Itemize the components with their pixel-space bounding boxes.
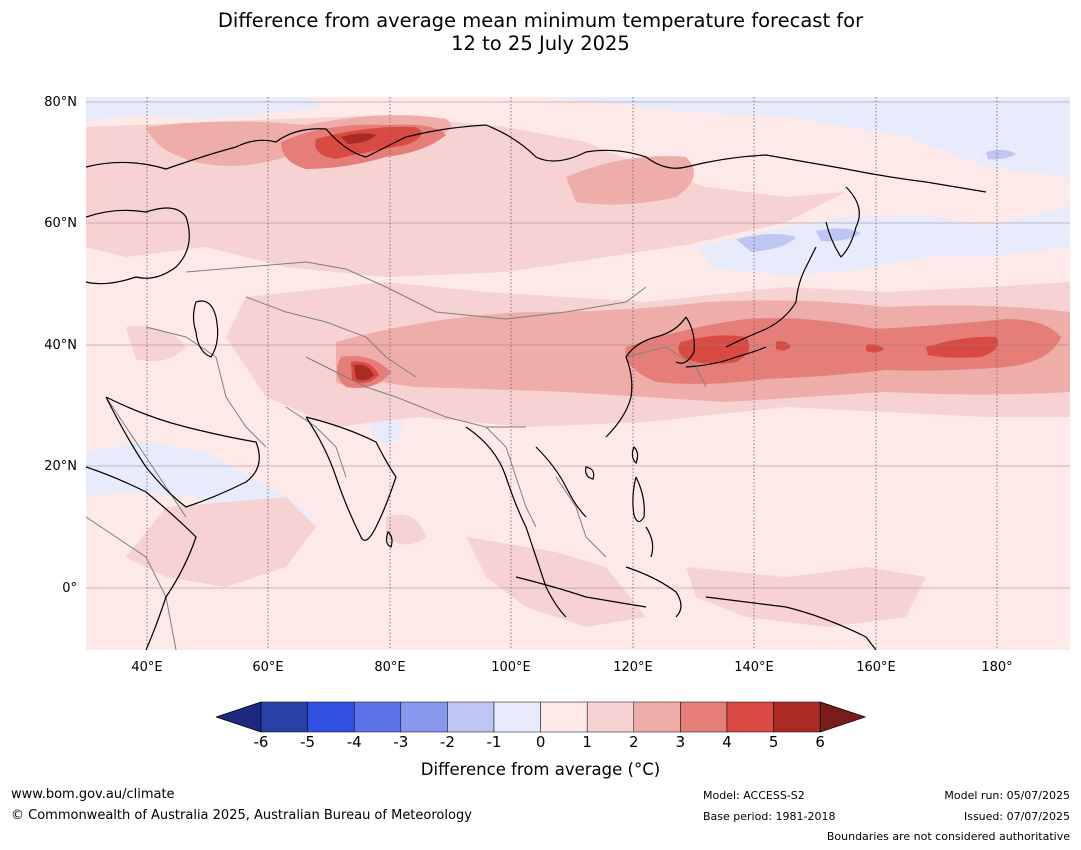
colorbar-label: Difference from average (°C) bbox=[420, 760, 661, 779]
colorbar-segment bbox=[540, 701, 588, 733]
lat-label-60n: 60°N bbox=[44, 216, 77, 231]
boundaries-note: Boundaries are not considered authoritat… bbox=[826, 830, 1070, 843]
lat-label-40n: 40°N bbox=[44, 338, 77, 353]
lat-lon-gridlines bbox=[86, 101, 1070, 589]
colorbar-tick-label: -5 bbox=[300, 733, 316, 751]
lon-label-80e: 80°E bbox=[374, 660, 406, 675]
lon-label-140e: 140°E bbox=[734, 660, 774, 675]
colorbar-segment bbox=[260, 701, 308, 733]
colorbar-segment bbox=[773, 701, 821, 733]
warm-anomaly-5-6 bbox=[341, 133, 376, 381]
colorbar-segment bbox=[586, 701, 635, 733]
country-borders bbox=[86, 261, 707, 650]
colorbar-tick-label: 6 bbox=[815, 733, 825, 751]
colorbar bbox=[216, 701, 866, 733]
lat-label-80n: 80°N bbox=[44, 95, 77, 110]
lon-label-180: 180° bbox=[981, 660, 1013, 675]
lon-label-40e: 40°E bbox=[131, 660, 163, 675]
map-title: Difference from average mean minimum tem… bbox=[0, 9, 1081, 55]
colorbar-under-triangle bbox=[216, 701, 262, 733]
colorbar-segment bbox=[307, 701, 355, 733]
colorbar-segment bbox=[353, 701, 402, 733]
colorbar-segment bbox=[726, 701, 774, 733]
colorbar-segment bbox=[400, 701, 448, 733]
colorbar-tick-label: 2 bbox=[629, 733, 639, 751]
colorbar-tick-label: -1 bbox=[486, 733, 502, 751]
lon-label-160e: 160°E bbox=[856, 660, 896, 675]
colorbar-tick-label: 4 bbox=[722, 733, 732, 751]
cool-anomaly-stronger bbox=[736, 149, 1016, 252]
model-text: Model: ACCESS-S2 bbox=[703, 789, 805, 802]
lon-label-60e: 60°E bbox=[252, 660, 284, 675]
copyright-text: © Commonwealth of Australia 2025, Austra… bbox=[11, 808, 472, 823]
colorbar-tick-label: 0 bbox=[535, 733, 546, 751]
forecast-map bbox=[86, 97, 1070, 650]
website-link[interactable]: www.bom.gov.au/climate bbox=[11, 787, 175, 802]
colorbar-tick-label: 3 bbox=[675, 733, 686, 751]
lat-label-20n: 20°N bbox=[44, 459, 77, 474]
model-run-text: Model run: 05/07/2025 bbox=[944, 789, 1070, 802]
colorbar-segment bbox=[633, 701, 681, 733]
lon-label-120e: 120°E bbox=[613, 660, 653, 675]
colorbar-tick-label: -2 bbox=[439, 733, 455, 751]
colorbar-segment bbox=[447, 701, 495, 733]
base-period-text: Base period: 1981-2018 bbox=[703, 810, 836, 823]
colorbar-tick-label: -4 bbox=[346, 733, 362, 751]
colorbar-segment bbox=[493, 701, 541, 733]
meridian-lines bbox=[146, 97, 998, 650]
colorbar-tick-label: -3 bbox=[393, 733, 409, 751]
colorbar-tick-label: 5 bbox=[768, 733, 779, 751]
issued-text: Issued: 07/07/2025 bbox=[963, 810, 1070, 823]
lon-label-100e: 100°E bbox=[491, 660, 531, 675]
title-line-2: 12 to 25 July 2025 bbox=[451, 32, 630, 55]
coastlines bbox=[86, 124, 987, 650]
colorbar-segment bbox=[680, 701, 728, 733]
title-line-1: Difference from average mean minimum tem… bbox=[217, 9, 864, 32]
colorbar-tick-label: -6 bbox=[253, 733, 269, 751]
colorbar-tick-label: 1 bbox=[582, 733, 592, 751]
lat-label-0: 0° bbox=[62, 581, 77, 596]
colorbar-over-triangle bbox=[819, 701, 866, 733]
